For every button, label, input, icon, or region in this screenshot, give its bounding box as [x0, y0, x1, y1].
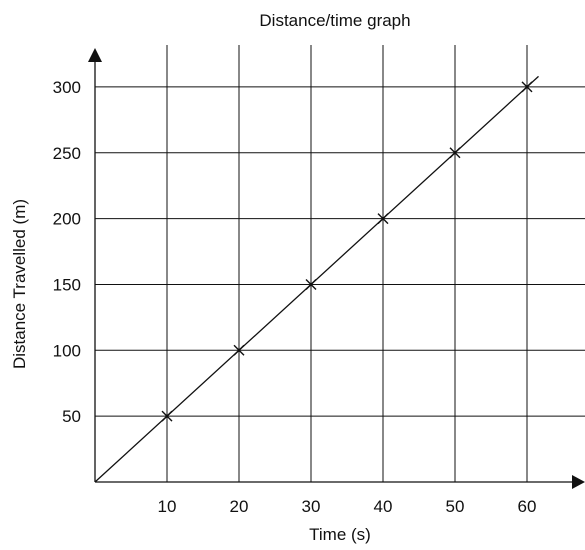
x-tick-labels: 10 20 30 40 50 60	[158, 497, 537, 516]
y-tick-label-150: 150	[53, 275, 81, 294]
x-tick-label-20: 20	[230, 497, 249, 516]
data-point-20	[233, 344, 245, 356]
chart-title: Distance/time graph	[259, 11, 410, 30]
y-axis-title: Distance Travelled (m)	[10, 199, 29, 369]
y-tick-label-50: 50	[62, 407, 81, 426]
x-tick-label-50: 50	[446, 497, 465, 516]
marker-stroke	[233, 344, 245, 356]
marker-stroke	[521, 81, 533, 93]
marker-stroke	[305, 278, 317, 290]
y-tick-label-200: 200	[53, 210, 81, 229]
data-point-50	[449, 147, 461, 159]
x-tick-label-60: 60	[518, 497, 537, 516]
marker-stroke	[377, 213, 389, 225]
x-axis-arrow	[572, 475, 585, 489]
data-point-10	[161, 410, 173, 422]
x-tick-label-40: 40	[374, 497, 393, 516]
series	[94, 75, 539, 483]
series-line-0	[94, 75, 539, 483]
y-tick-label-300: 300	[53, 78, 81, 97]
x-axis-title: Time (s)	[309, 525, 371, 544]
axes	[88, 48, 585, 489]
y-tick-label-250: 250	[53, 144, 81, 163]
marker-stroke	[161, 410, 173, 422]
marker-stroke	[449, 147, 461, 159]
y-axis-arrow	[88, 48, 102, 62]
y-tick-labels: 50 100 150 200 250 300	[53, 78, 81, 426]
data-point-60	[521, 81, 533, 93]
x-tick-label-10: 10	[158, 497, 177, 516]
data-point-30	[305, 278, 317, 290]
y-tick-label-100: 100	[53, 341, 81, 360]
x-tick-label-30: 30	[302, 497, 321, 516]
grid	[95, 45, 585, 482]
data-point-40	[377, 213, 389, 225]
